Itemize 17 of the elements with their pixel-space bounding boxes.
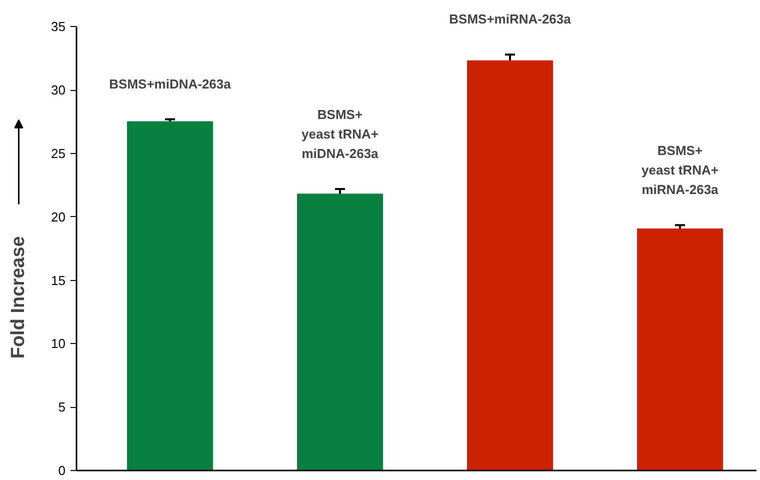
- y-tick-label: 0: [58, 463, 66, 478]
- y-axis-title: Fold Increase: [8, 236, 30, 359]
- y-tick-label: 15: [51, 272, 66, 288]
- y-tick-label: 5: [58, 400, 66, 415]
- bar: [127, 121, 213, 470]
- y-tick-label: 25: [51, 146, 66, 161]
- annotation: BSMS+ yeast tRNA+ miRNA-263a: [642, 143, 720, 198]
- bar: [467, 60, 553, 470]
- y-tick-label: 30: [51, 82, 66, 98]
- y-tick-label: 35: [51, 19, 66, 34]
- y-tick-label: 10: [51, 336, 66, 352]
- bar: [637, 228, 723, 470]
- annotation: BSMS+miDNA-263a: [109, 76, 232, 92]
- annotation: BSMS+ yeast tRNA+ miDNA-263a: [302, 107, 380, 161]
- y-tick-label: 20: [51, 209, 66, 224]
- bar: [297, 194, 383, 470]
- text: BSMS+miRNA-263a: [449, 12, 572, 27]
